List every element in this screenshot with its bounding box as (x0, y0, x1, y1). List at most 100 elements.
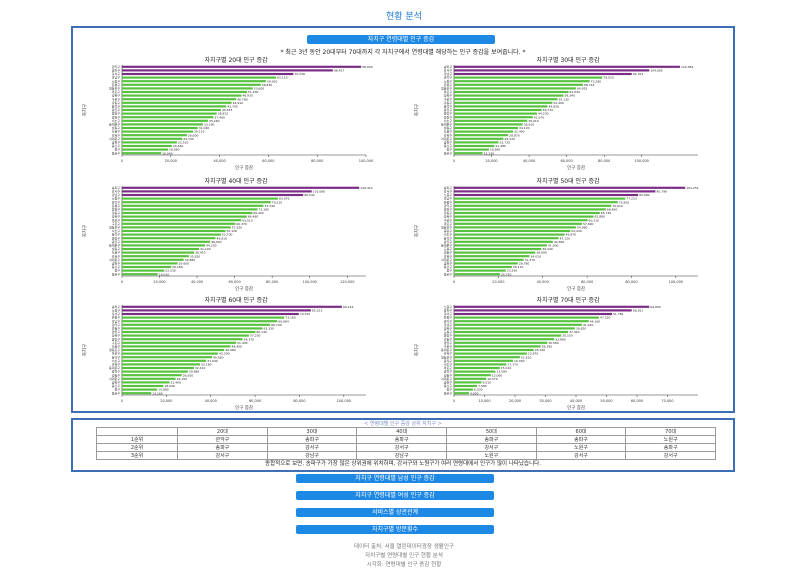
bar (454, 186, 686, 189)
male-population-button[interactable]: 자치구 연령대별 남성 인구 증감 (296, 474, 494, 483)
category-label: 광진구 (444, 239, 453, 244)
category-label: 구로구 (112, 222, 121, 226)
bar (454, 222, 582, 225)
female-population-button[interactable]: 자치구 연령대별 여성 인구 증감 (296, 491, 494, 500)
category-label: 강동구 (444, 210, 453, 215)
category-label: 서초구 (444, 232, 453, 237)
data-label: 34,120 (519, 126, 530, 130)
bar (454, 101, 553, 104)
bar (122, 201, 271, 204)
x-tick-label: 0 (121, 280, 123, 284)
data-label: 52,700 (222, 233, 233, 237)
chart-panel-50s: 자치구별 50대 인구 증감 104,251 송파구 90,796 강서구 82,990… (408, 176, 728, 294)
data-label: 32,880 (185, 258, 196, 262)
district-visits-button[interactable]: 자치구별 방문횟수 (296, 525, 494, 534)
bar (454, 244, 547, 247)
category-label: 강동구 (444, 336, 453, 341)
data-label: 65,730 (601, 211, 612, 215)
data-label: 6,200 (474, 388, 483, 392)
data-label: 38,812 (218, 112, 229, 116)
data-label: 37,460 (214, 115, 225, 119)
category-label: 강남구 (112, 318, 121, 323)
category-label: 동대문구 (109, 365, 120, 370)
data-label: 21,610 (521, 355, 532, 359)
category-label: 용산구 (444, 143, 453, 148)
x-tick-label: 30,000 (539, 399, 551, 403)
bar-chart: 120,384 송파구 104,065 강서구 94,702 강남구 79,010 관악구 72… (413, 64, 698, 171)
data-label: 42,700 (227, 104, 238, 108)
bar (122, 316, 285, 319)
service-correlation-button[interactable]: 서비스별 상관관계 (296, 508, 494, 517)
bar (122, 141, 177, 144)
data-label: 35,260 (209, 119, 220, 123)
data-label: 22,530 (165, 269, 176, 273)
chart-title: 자치구별 20대 인구 증감 (204, 57, 268, 64)
data-label: 85,153 (312, 308, 323, 312)
bar (454, 215, 594, 218)
category-label: 용산구 (444, 383, 453, 388)
bar (122, 87, 253, 90)
chart-title: 자치구별 40대 인구 증감 (204, 178, 268, 185)
x-tick-label: 40,000 (205, 399, 217, 403)
category-label: 종로구 (444, 391, 453, 395)
category-label: 동작구 (112, 103, 121, 108)
category-label: 강남구 (444, 322, 453, 327)
data-label: 26,180 (172, 265, 183, 269)
data-label: 35,180 (201, 362, 212, 366)
bar (122, 65, 362, 68)
bar (454, 359, 514, 362)
data-label: 52,400 (553, 101, 564, 105)
table-cell: 3순위 (95, 451, 179, 460)
age-group-population-button[interactable]: 자치구 연령대별 인구 증감 (307, 35, 495, 44)
chart-panel-70s: 자치구별 70대 인구 증감 64,000 노원구 58,261 송파구 51,784 강… (408, 295, 728, 413)
category-label: 노원구 (112, 78, 121, 83)
bar (122, 130, 194, 133)
category-label: 노원구 (112, 196, 121, 201)
data-label: 39,340 (542, 247, 553, 251)
y-axis-label: 자치구 (81, 104, 88, 116)
category-label: 광진구 (444, 107, 453, 112)
bar (454, 126, 519, 130)
category-label: 강서구 (112, 71, 121, 76)
category-label: 성동구 (112, 246, 121, 251)
x-tick-label: 20,000 (165, 159, 177, 163)
data-label: 55,130 (558, 97, 569, 101)
data-label: 15,230 (484, 151, 495, 155)
footer-line: 자치구별 연령대별 인구 현황 분석 (365, 553, 443, 559)
bar (454, 69, 650, 72)
x-tick-label: 80,000 (311, 159, 323, 163)
category-label: 용산구 (444, 264, 453, 269)
data-label: 21,400 (170, 380, 181, 384)
y-axis-label: 자치구 (81, 225, 88, 237)
x-tick-label: 60,000 (560, 159, 572, 163)
data-label: 36,690 (536, 251, 547, 255)
category-label: 성동구 (112, 125, 121, 130)
table-cell: 송파구 (177, 443, 268, 452)
data-label: 48,900 (231, 344, 242, 348)
bar (122, 262, 178, 265)
y-axis-label: 자치구 (413, 225, 420, 237)
data-label: 56,830 (262, 83, 273, 87)
data-label: 38,410 (195, 251, 206, 255)
category-label: 영등포구 (441, 354, 452, 359)
category-label: 강남구 (112, 75, 121, 80)
bar (454, 130, 514, 133)
x-tick-label: 40,000 (191, 280, 203, 284)
bar (454, 251, 536, 254)
bar (122, 219, 242, 222)
category-label: 종로구 (444, 272, 453, 276)
x-tick-label: 0 (121, 399, 123, 403)
x-tick-label: 40,000 (523, 159, 535, 163)
data-label: 72,180 (258, 207, 269, 211)
data-label: 12,060 (492, 373, 503, 377)
data-label: 26,600 (188, 133, 199, 137)
category-label: 영등포구 (441, 224, 452, 229)
bar (122, 94, 242, 97)
data-label: 28,870 (509, 133, 520, 137)
data-label: 44,160 (590, 319, 601, 323)
data-label: 26,920 (183, 373, 194, 377)
bar (454, 119, 528, 122)
category-label: 은평구 (112, 315, 121, 320)
category-label: 강서구 (444, 67, 453, 72)
table-row: 2순위 송파구 강서구 강서구 강서구 노원구 송파구 (95, 443, 716, 452)
